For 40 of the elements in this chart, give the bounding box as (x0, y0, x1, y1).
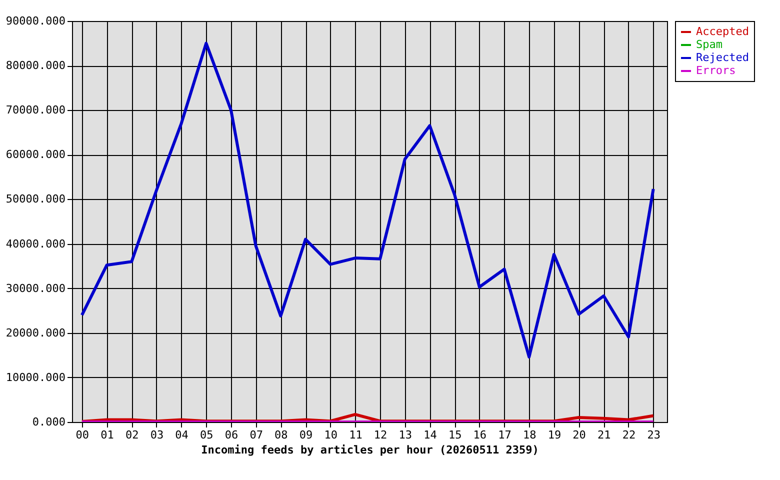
x-tick-label: 09 (299, 428, 313, 442)
x-tick-label: 20 (572, 428, 586, 442)
y-tick-label: 40000.000 (6, 237, 66, 250)
x-tick-label: 19 (548, 428, 562, 442)
y-tick-label: 10000.000 (6, 370, 66, 384)
x-tick-label: 22 (622, 428, 636, 442)
x-tick-label: 03 (150, 428, 164, 442)
x-tick-label: 00 (76, 428, 90, 442)
x-tick-label: 14 (424, 428, 438, 442)
x-tick-label: 18 (522, 428, 536, 442)
x-tick-label: 01 (100, 428, 114, 442)
x-tick-label: 21 (598, 428, 611, 442)
line-series (80, 42, 655, 358)
y-tick-label: 30000.000 (6, 282, 66, 295)
y-tick-label: 20000.000 (6, 326, 66, 340)
x-tick-label: 10 (324, 428, 338, 442)
legend-label: Accepted (696, 25, 749, 38)
x-tick-label: 05 (200, 428, 214, 442)
x-tick-label: 16 (473, 428, 487, 442)
x-tick-label: 04 (175, 428, 189, 442)
y-tick-label: 70000.000 (6, 104, 66, 117)
x-tick-label: 13 (398, 428, 412, 442)
legend-label: Spam (696, 38, 723, 51)
x-tick-label: 06 (224, 428, 238, 442)
x-axis-title: Incoming feeds by articles per hour (20260511 2359) (201, 444, 539, 456)
x-tick-label: 15 (448, 428, 462, 442)
legend-label: Errors (696, 64, 736, 77)
y-tick-label: 60000.000 (6, 148, 66, 162)
legend-label: Rejected (696, 51, 749, 64)
x-tick-label: 07 (250, 428, 263, 442)
x-tick-label: 17 (498, 428, 512, 442)
x-tick-label: 12 (374, 428, 388, 442)
y-tick-label: 90000.000 (6, 14, 66, 28)
x-tick-label: 08 (274, 428, 288, 442)
y-tick-label: 50000.000 (6, 192, 66, 206)
y-tick-label: 80000.000 (6, 59, 66, 72)
y-tick-label: 0.000 (32, 416, 66, 428)
x-tick-label: 02 (126, 428, 139, 442)
x-tick-label: 23 (647, 428, 660, 442)
x-tick-label: 11 (349, 428, 362, 442)
